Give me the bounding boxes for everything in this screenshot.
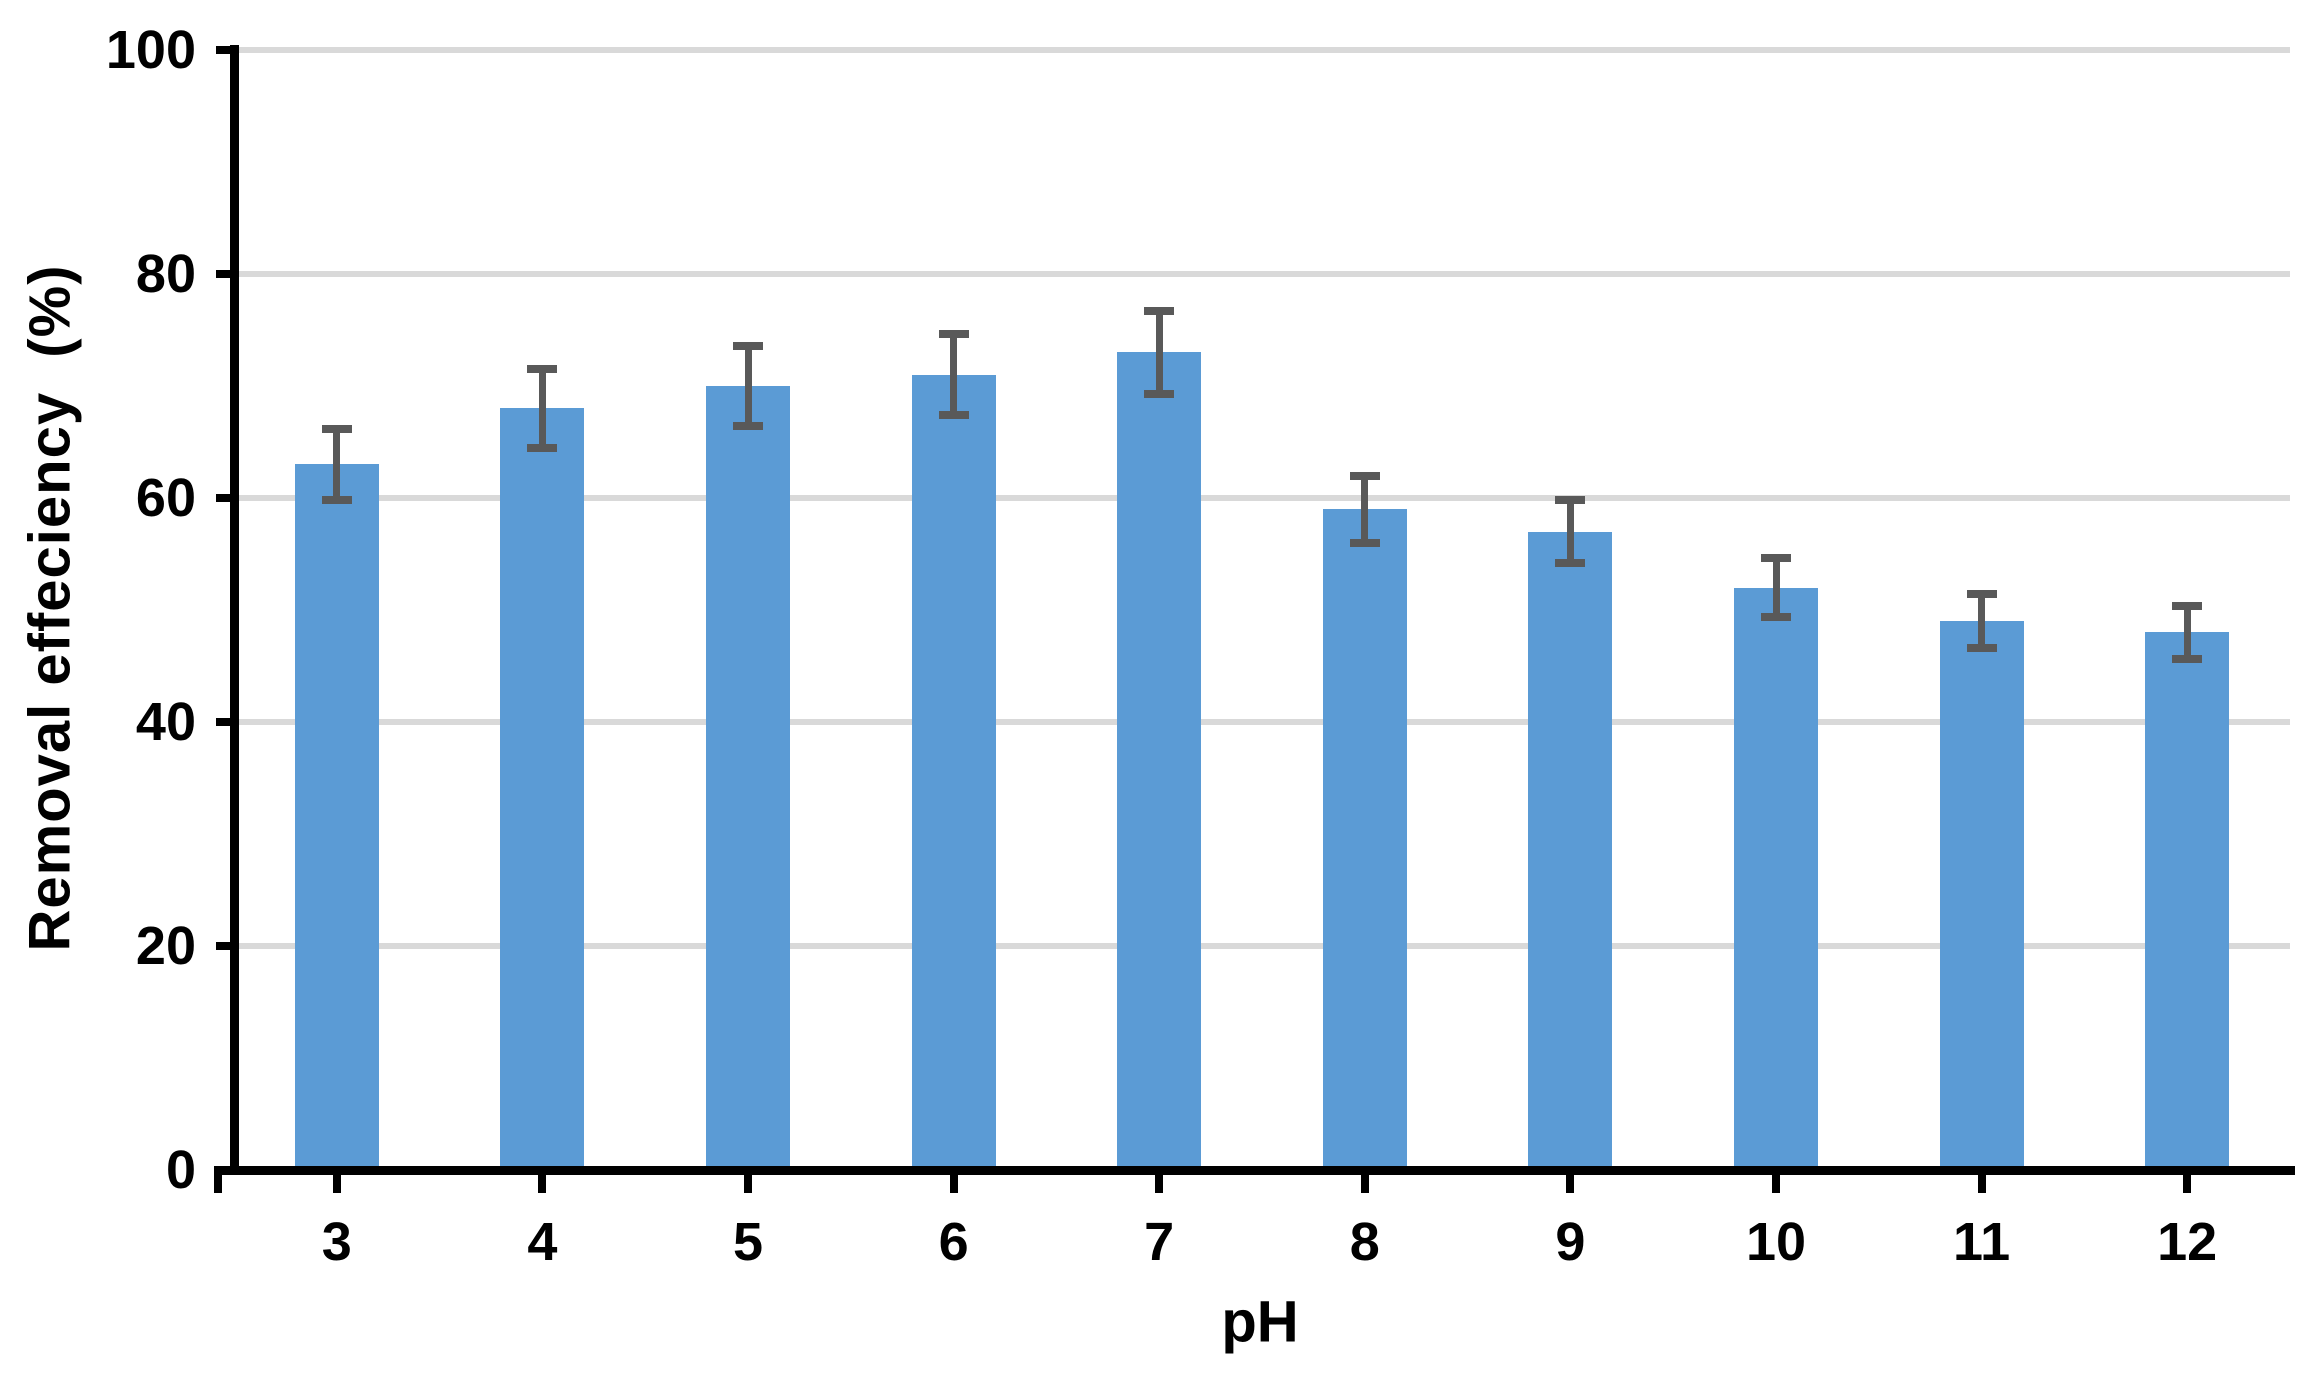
y-tick-label: 60 [135,468,196,528]
x-axis-line [214,1166,2295,1175]
error-bar-cap-top [1555,496,1586,505]
y-axis-tick [216,942,230,950]
bar [911,374,996,1170]
bar [294,464,379,1170]
error-bar-line [1361,475,1369,543]
error-bar-line [1566,500,1574,563]
bar [500,408,585,1170]
error-bar-cap-top [2172,601,2203,610]
error-bar-cap-top [527,365,558,374]
gridline [238,943,2290,949]
error-bar-line [1772,558,1780,617]
x-tick-label: 10 [1745,1212,1807,1272]
x-axis-tick [1977,1175,1986,1193]
error-bar-line [2183,605,2191,660]
error-bar-line [538,369,546,448]
error-bar-cap-bottom [2172,655,2203,664]
error-bar-cap-top [1761,554,1791,563]
x-axis-tick [744,1175,752,1193]
error-bar-cap-bottom [1761,612,1791,621]
bar [1117,352,1202,1170]
y-axis-tick [216,718,230,726]
gridline [238,719,2290,725]
error-bar-cap-top [1144,306,1175,315]
y-tick-label: 80 [135,244,196,304]
gridline [238,271,2290,277]
x-axis-tick [2183,1175,2192,1193]
error-bar-cap-bottom [733,422,763,431]
bar [706,386,790,1170]
error-bar-cap-bottom [1349,538,1380,547]
x-axis-title: pH [1221,1289,1299,1355]
y-axis-tick [216,46,230,54]
x-axis-tick [1566,1175,1575,1193]
x-axis-origin-tick [214,1175,222,1193]
error-bar-line [744,345,752,427]
y-tick-label: 100 [105,20,196,80]
error-bar-cap-bottom [527,443,558,452]
y-tick-label: 40 [135,692,196,752]
y-axis-tick [216,270,230,278]
error-bar-line [333,428,341,501]
x-axis-tick [949,1175,958,1193]
error-bar-line [1155,310,1163,394]
x-tick-label: 12 [2157,1212,2218,1272]
bar [1322,509,1407,1170]
error-bar-cap-top [1966,590,1997,599]
x-tick-label: 4 [527,1212,558,1272]
x-tick-label: 3 [321,1212,352,1272]
bar [1939,621,2024,1170]
x-tick-label: 5 [732,1212,764,1272]
x-tick-label: 6 [938,1212,969,1272]
x-axis-tick [538,1175,547,1193]
error-bar-cap-bottom [1555,558,1586,567]
y-axis-title: Removal effeciency (%) [17,264,83,952]
error-bar-cap-top [1349,471,1380,480]
x-tick-label: 11 [1953,1212,2011,1272]
y-axis-tick [216,494,230,502]
x-tick-label: 7 [1144,1212,1175,1272]
error-bar-line [1978,594,1986,649]
x-tick-label: 9 [1555,1212,1586,1272]
gridline [238,495,2290,501]
x-axis-tick [1360,1175,1369,1193]
x-tick-label: 8 [1349,1212,1380,1272]
error-bar-cap-bottom [321,496,352,505]
x-axis-tick [332,1175,341,1193]
x-axis-tick [1155,1175,1164,1193]
error-bar-cap-bottom [1966,644,1997,653]
gridline [238,47,2290,53]
bar [2145,632,2230,1170]
x-axis-tick [1772,1175,1780,1193]
error-bar-line [950,334,958,416]
error-bar-cap-top [321,424,352,433]
error-bar-cap-top [733,341,763,350]
y-tick-label: 20 [135,916,196,976]
error-bar-cap-bottom [938,411,969,420]
bar [1528,531,1613,1170]
y-axis-line [230,45,239,1174]
y-tick-label: 0 [165,1140,196,1200]
error-bar-cap-top [938,330,969,339]
error-bar-cap-bottom [1144,389,1175,398]
bar [1734,587,1818,1170]
